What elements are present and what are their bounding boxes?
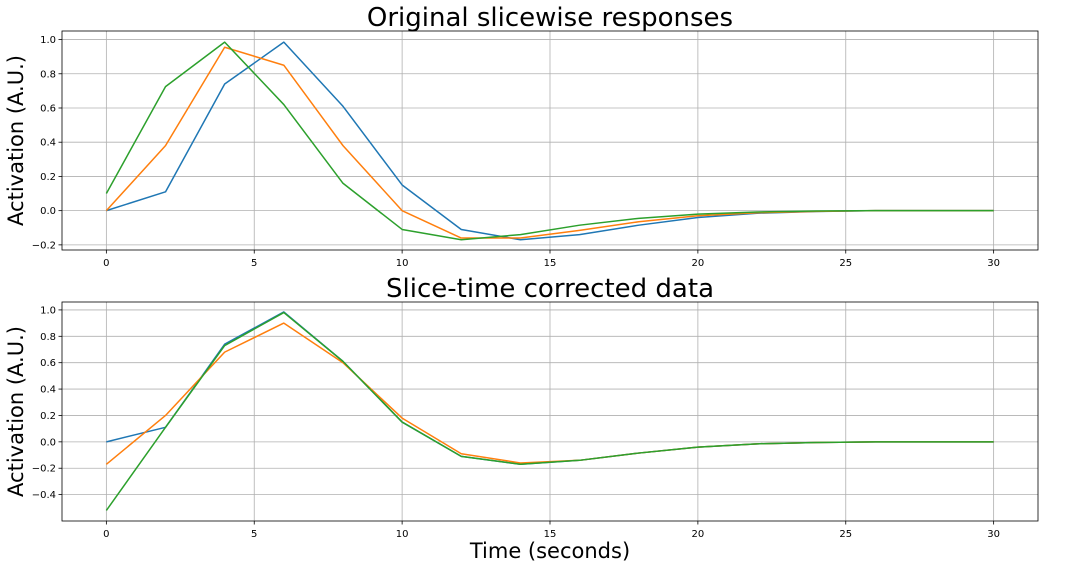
x-tick-label: 25: [839, 529, 852, 540]
y-tick-label: 0.6: [40, 103, 56, 114]
x-tick-label: 10: [396, 258, 409, 269]
subplot-1: 0 5 10 15 20 25 30 −0.2 0.0 0.2 0.4 0.6 0.8 1.0 Origin…: [4, 3, 1039, 269]
series-line-3: [105, 311, 994, 511]
x-tick-label: 0: [103, 529, 109, 540]
subplot-2: 0 5 10 15 20 25 30 −0.4 −0.2 0.0 0.2 0.4 0.6 0.8 1.0 Sl…: [4, 274, 1039, 563]
y-tick-label: 0.0: [40, 437, 56, 448]
y-tick-label: 0.8: [40, 332, 56, 343]
y-tick-label: 0.0: [40, 206, 56, 217]
x-tick-label: 30: [987, 529, 1000, 540]
y-tick-label: 1.0: [40, 35, 56, 46]
series-line-3: [105, 41, 994, 241]
y-tick-label: −0.2: [32, 240, 56, 251]
y-axis-label: Activation (A.U.): [4, 55, 28, 226]
x-tick-label: 0: [103, 258, 109, 269]
y-tick-label: 0.4: [40, 138, 56, 149]
x-tick-label: 15: [544, 258, 557, 269]
x-tick-label: 5: [251, 529, 257, 540]
y-tick-label: 1.0: [40, 305, 56, 316]
y-tick-label: 0.8: [40, 69, 56, 80]
x-tick-label: 25: [839, 258, 852, 269]
x-tick-label: 20: [692, 529, 705, 540]
chart-title: Slice-time corrected data: [386, 274, 714, 304]
x-tick-label: 5: [251, 258, 257, 269]
y-tick-label: 0.4: [40, 385, 56, 396]
x-tick-label: 10: [396, 529, 409, 540]
chart-title: Original slicewise responses: [367, 3, 733, 33]
x-tick-label: 30: [987, 258, 1000, 269]
y-tick-label: 0.6: [40, 358, 56, 369]
y-tick-label: −0.2: [32, 464, 56, 475]
y-axis-label: Activation (A.U.): [4, 326, 28, 497]
y-tick-label: 0.2: [40, 411, 56, 422]
y-tick-label: 0.2: [40, 172, 56, 183]
x-tick-label: 20: [692, 258, 705, 269]
y-tick-label: −0.4: [32, 490, 56, 501]
x-axis-label: Time (seconds): [469, 539, 630, 563]
x-tick-label: 15: [544, 529, 557, 540]
